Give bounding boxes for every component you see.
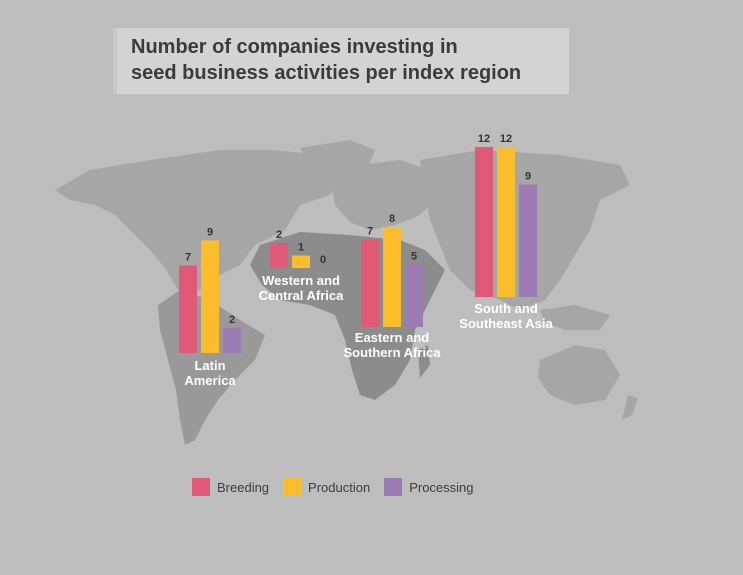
category-label-eastern-and-southern-africa-line-2: Southern Africa — [343, 345, 441, 360]
category-label-latin-america-line-1: Latin — [194, 358, 225, 373]
value-label-south-and-southeast-asia-production: 12 — [500, 133, 512, 145]
legend-swatch-breeding — [192, 478, 210, 496]
bar-latin-america-production — [201, 240, 219, 353]
bars-layer — [179, 147, 537, 353]
north-america-landmass — [55, 150, 345, 300]
bar-latin-america-breeding — [179, 265, 197, 353]
chart-title-box: Number of companies investing in seed bu… — [113, 28, 569, 94]
legend-swatch-production — [283, 478, 302, 496]
value-label-eastern-and-southern-africa-breeding: 7 — [367, 226, 373, 238]
australia-landmass — [538, 345, 620, 405]
bar-south-and-southeast-asia-breeding — [475, 147, 493, 297]
legend-swatch-processing — [384, 478, 403, 496]
bar-south-and-southeast-asia-processing — [519, 184, 537, 297]
madagascar-landmass — [418, 345, 430, 378]
bar-eastern-and-southern-africa-production — [383, 227, 401, 327]
bar-latin-america-processing — [223, 328, 241, 353]
category-label-eastern-and-southern-africa-line-1: Eastern and — [355, 330, 429, 345]
chart-title-line-2: seed business activities per index regio… — [131, 62, 522, 84]
southeast-asia-islands — [540, 305, 610, 330]
bar-south-and-southeast-asia-production — [497, 147, 515, 297]
value-label-western-and-central-africa-production: 1 — [298, 242, 304, 254]
category-label-western-and-central-africa-line-2: Central Africa — [259, 288, 345, 303]
category-label-south-and-southeast-asia-line-2: Southeast Asia — [459, 316, 553, 331]
value-label-eastern-and-southern-africa-processing: 5 — [411, 251, 417, 263]
bar-eastern-and-southern-africa-breeding — [361, 239, 379, 327]
value-label-eastern-and-southern-africa-production: 8 — [389, 213, 395, 225]
legend-item-production: Production — [283, 478, 370, 496]
legend-label-production: Production — [308, 479, 371, 495]
value-label-western-and-central-africa-breeding: 2 — [276, 229, 282, 241]
value-label-latin-america-breeding: 7 — [185, 252, 191, 264]
bar-western-and-central-africa-breeding — [270, 243, 288, 268]
value-label-south-and-southeast-asia-processing: 9 — [525, 171, 531, 183]
value-labels-layer: 7 9 2 2 1 0 7 8 5 12 12 9 — [185, 133, 531, 326]
value-label-south-and-southeast-asia-breeding: 12 — [478, 133, 490, 145]
category-label-latin-america-line-2: America — [184, 373, 236, 388]
category-label-western-and-central-africa-line-1: Western and — [262, 273, 340, 288]
value-label-latin-america-processing: 2 — [229, 314, 235, 326]
value-label-latin-america-production: 9 — [207, 227, 213, 239]
value-label-western-and-central-africa-processing: 0 — [320, 254, 326, 266]
chart-title-line-1: Number of companies investing in — [131, 36, 458, 58]
new-zealand-landmass — [622, 395, 638, 420]
category-label-south-and-southeast-asia-line-1: South and — [474, 301, 538, 316]
chart-legend: Breeding Production Processing — [192, 478, 488, 496]
legend-label-breeding: Breeding — [217, 479, 270, 495]
world-map-background — [55, 140, 638, 445]
legend-item-processing: Processing — [384, 478, 474, 496]
legend-item-breeding: Breeding — [192, 478, 269, 496]
bar-western-and-central-africa-production — [292, 255, 310, 268]
legend-label-processing: Processing — [409, 479, 474, 495]
europe-landmass — [330, 160, 440, 230]
bar-eastern-and-southern-africa-processing — [405, 264, 423, 327]
